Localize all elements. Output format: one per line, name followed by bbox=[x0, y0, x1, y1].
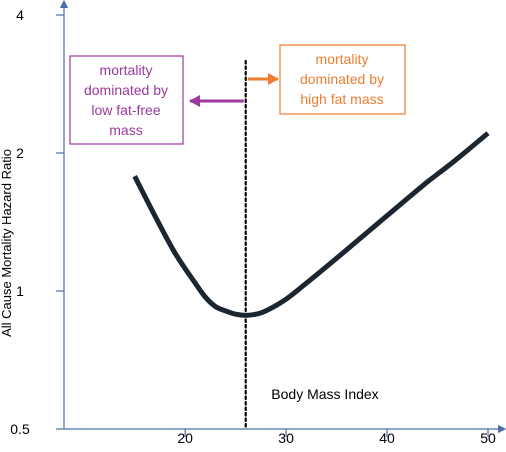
annotation-left-line-1: mortality bbox=[100, 62, 153, 78]
x-tick-label: 30 bbox=[278, 430, 294, 446]
axes bbox=[59, 0, 506, 434]
x-tick-label: 40 bbox=[379, 430, 395, 446]
annotation-right-box bbox=[279, 44, 406, 115]
annotation-right-line-1: mortality bbox=[316, 51, 369, 67]
annotation-left-box bbox=[69, 55, 184, 145]
y-axis-label: All Cause Mortality Hazard Ratio bbox=[0, 149, 14, 337]
annotation-right-line-2: dominated by bbox=[300, 71, 384, 87]
x-tick-label: 20 bbox=[177, 430, 193, 446]
y-tick-label: 1 bbox=[16, 283, 24, 299]
axis-tick-labels: 0.5 1 2 4 20 30 40 50 bbox=[10, 7, 496, 446]
series-line-1 bbox=[132, 131, 490, 318]
annotation-right-line-3: high fat mass bbox=[300, 91, 383, 107]
y-tick-label: 2 bbox=[16, 145, 24, 161]
annotation-left-arrow-head bbox=[189, 95, 200, 107]
annotation-left-line-3: low fat-free bbox=[91, 102, 160, 118]
x-tick-label: 50 bbox=[480, 430, 496, 446]
annotation-left: mortality dominated by low fat-free mass bbox=[69, 55, 244, 145]
annotation-left-line-4: mass bbox=[109, 122, 142, 138]
x-axis-label: Body Mass Index bbox=[271, 386, 378, 402]
y-tick-label: 0.5 bbox=[10, 421, 30, 437]
series-group bbox=[132, 131, 490, 318]
annotation-right: mortality dominated by high fat mass bbox=[247, 44, 406, 115]
y-tick-label: 4 bbox=[16, 7, 24, 23]
annotation-left-line-2: dominated by bbox=[84, 82, 168, 98]
axis-ticks bbox=[56, 14, 489, 437]
annotation-right-arrow-head bbox=[268, 73, 279, 85]
